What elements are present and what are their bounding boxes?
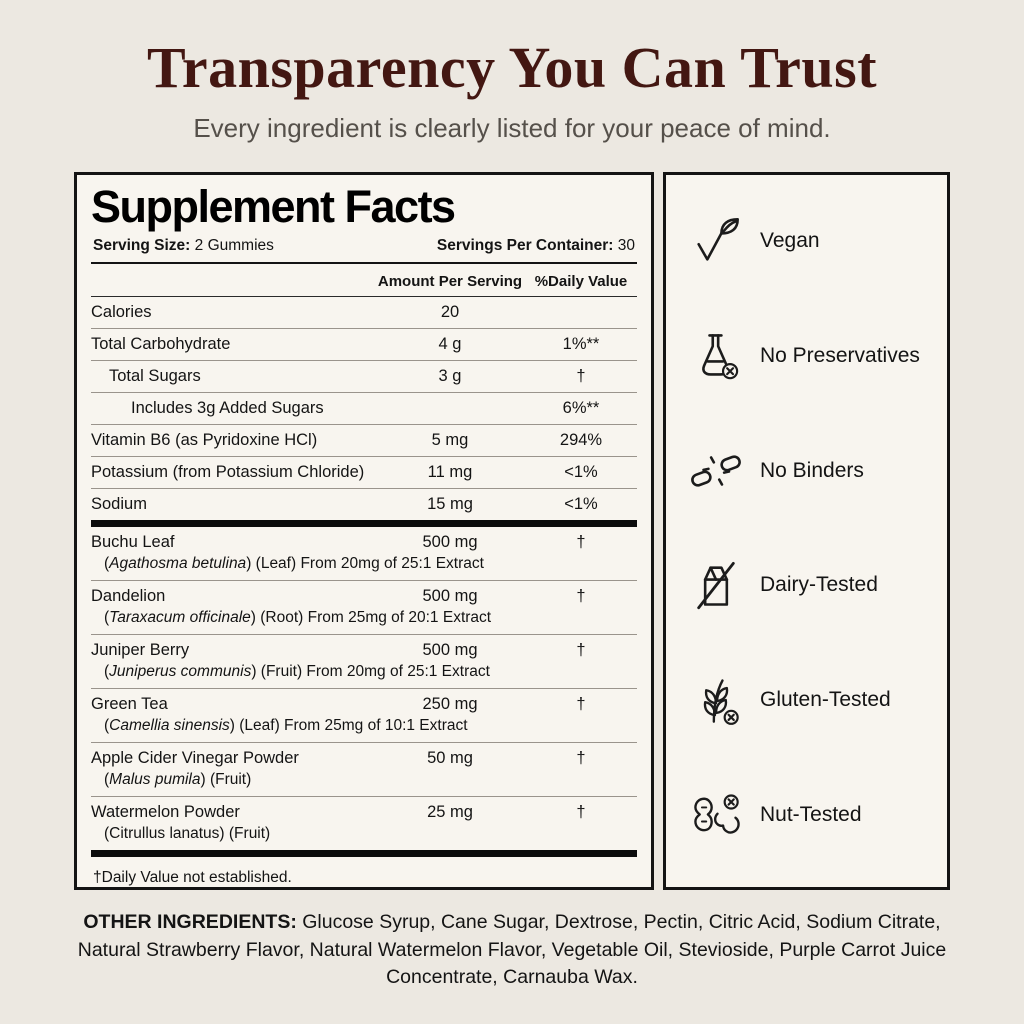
ingredient-amount: 25 mg (427, 803, 473, 822)
badge-label: Nut-Tested (760, 802, 862, 826)
nutrient-name: Vitamin B6 (as Pyridoxine HCl) (91, 431, 318, 450)
broken-chain-icon (690, 445, 742, 497)
supplement-facts-panel: Supplement Facts Serving Size: 2 Gummies… (74, 172, 654, 890)
serving-size: Serving Size: 2 Gummies (93, 237, 274, 255)
table-row: Watermelon Powder 25 mg † (Citrullus lan… (91, 797, 637, 850)
vegan-leaf-icon (690, 215, 742, 267)
ingredient-detail: (Camellia sinensis) (Leaf) From 25mg of … (104, 717, 468, 735)
table-row: Dandelion 500 mg † (Taraxacum officinale… (91, 581, 637, 636)
servings-value: 30 (617, 237, 635, 255)
nutrient-name: Includes 3g Added Sugars (131, 399, 324, 418)
ingredient-dv: † (576, 587, 586, 606)
ingredient-detail: (Malus pumila) (Fruit) (104, 771, 252, 789)
table-row: Juniper Berry 500 mg † (Juniperus commun… (91, 635, 637, 690)
page-title: Transparency You Can Trust (146, 35, 878, 100)
badge-no-preservatives: No Preservatives (690, 330, 933, 382)
ingredient-name: Watermelon Powder (91, 803, 240, 822)
servings-label: Servings Per Container: (436, 237, 614, 255)
footnotes: †Daily Value not established. **Percent … (91, 857, 637, 891)
ingredient-detail: (Agathosma betulina) (Leaf) From 20mg of… (104, 555, 484, 573)
nutrient-name: Total Carbohydrate (91, 335, 231, 354)
table-row: Potassium (from Potassium Chloride) 11 m… (91, 457, 637, 490)
ingredient-amount: 500 mg (422, 641, 478, 660)
serving-size-value: 2 Gummies (194, 237, 274, 255)
section-divider-bar (91, 520, 637, 528)
milk-carton-crossed-icon (690, 559, 742, 611)
table-row: Calories 20 (91, 297, 637, 330)
supplement-facts-title: Supplement Facts (91, 181, 456, 232)
table-row: Apple Cider Vinegar Powder 50 mg † (Malu… (91, 743, 637, 798)
badge-label: No Preservatives (760, 343, 920, 367)
table-row: Vitamin B6 (as Pyridoxine HCl) 5 mg 294% (91, 425, 637, 458)
table-row: Buchu Leaf 500 mg † (Agathosma betulina)… (91, 527, 637, 582)
nutrient-amount: 20 (440, 303, 460, 322)
nutrient-dv: <1% (564, 495, 598, 514)
column-header-daily-value: %Daily Value (534, 273, 628, 291)
ingredient-amount: 250 mg (422, 695, 478, 714)
badge-label: Vegan (760, 229, 820, 252)
table-row: Includes 3g Added Sugars 6%** (91, 393, 637, 426)
ingredient-name: Green Tea (91, 695, 168, 714)
ingredient-detail: (Taraxacum officinale) (Root) From 25mg … (104, 609, 492, 627)
ingredient-amount: 500 mg (422, 533, 478, 552)
badge-no-binders: No Binders (690, 445, 933, 497)
page-subtitle: Every ingredient is clearly listed for y… (193, 113, 831, 143)
nutrient-dv: † (576, 367, 586, 386)
ingredient-dv: † (576, 803, 586, 822)
nutrient-amount: 4 g (438, 335, 462, 354)
badge-vegan: Vegan (690, 215, 933, 267)
other-ingredients-text: Glucose Syrup, Cane Sugar, Dextrose, Pec… (77, 911, 947, 989)
nutrient-amount: 15 mg (427, 495, 473, 514)
nutrient-name: Calories (91, 303, 152, 322)
ingredient-detail: (Juniperus communis) (Fruit) From 20mg o… (104, 663, 490, 681)
badge-label: Dairy-Tested (760, 573, 878, 597)
other-ingredients-label: OTHER INGREDIENTS: (83, 911, 297, 933)
nutrient-name: Total Sugars (109, 367, 201, 386)
column-header-amount: Amount Per Serving (377, 273, 523, 291)
footnote-dagger: †Daily Value not established. (93, 869, 292, 887)
nutrient-name: Sodium (91, 495, 147, 514)
ingredient-amount: 50 mg (427, 749, 473, 768)
servings-per-container: Servings Per Container: 30 (437, 237, 635, 255)
badges-panel: Vegan No Preservatives (663, 172, 950, 890)
other-ingredients: OTHER INGREDIENTS: Glucose Syrup, Cane S… (62, 909, 962, 992)
ingredient-name: Apple Cider Vinegar Powder (91, 749, 299, 768)
badge-label: No Binders (760, 458, 864, 482)
table-row: Total Carbohydrate 4 g 1%** (91, 329, 637, 362)
table-row: Total Sugars 3 g † (91, 361, 637, 394)
ingredient-name: Buchu Leaf (91, 533, 175, 552)
badge-nut-tested: Nut-Tested (690, 789, 933, 841)
footnote-daily-values: **Percent Daily Values are based on a 2,… (93, 890, 635, 891)
ingredient-dv: † (576, 749, 586, 768)
ingredient-name: Juniper Berry (91, 641, 190, 660)
flask-no-preservatives-icon (690, 330, 742, 382)
nutrient-dv: 6%** (562, 399, 600, 418)
page-header: Transparency You Can Trust Every ingredi… (0, 0, 1024, 144)
nutrient-amount: 5 mg (431, 431, 469, 450)
table-row: Sodium 15 mg <1% (91, 489, 637, 520)
serving-size-label: Serving Size: (93, 237, 191, 255)
ingredient-dv: † (576, 641, 586, 660)
nutrient-amount: 3 g (438, 367, 462, 386)
wheat-crossed-icon (690, 674, 742, 726)
badge-gluten-tested: Gluten-Tested (690, 674, 933, 726)
ingredient-detail: (Citrullus lanatus) (Fruit) (104, 825, 271, 843)
ingredient-amount: 500 mg (422, 587, 478, 606)
peanut-crossed-icon (690, 789, 742, 841)
badge-dairy-tested: Dairy-Tested (690, 559, 933, 611)
nutrient-dv: 1%** (562, 335, 600, 354)
content-area: Supplement Facts Serving Size: 2 Gummies… (74, 172, 950, 890)
badge-label: Gluten-Tested (760, 688, 891, 712)
ingredient-dv: † (576, 695, 586, 714)
section-divider-bar (91, 850, 637, 858)
nutrient-name: Potassium (from Potassium Chloride) (91, 463, 365, 482)
ingredient-dv: † (576, 533, 586, 552)
table-column-headers: Amount Per Serving %Daily Value (91, 264, 637, 298)
nutrient-dv: <1% (564, 463, 598, 482)
ingredient-name: Dandelion (91, 587, 166, 606)
nutrient-amount: 11 mg (427, 463, 473, 482)
serving-info-row: Serving Size: 2 Gummies Servings Per Con… (91, 234, 637, 265)
nutrient-dv: 294% (559, 431, 603, 450)
table-row: Green Tea 250 mg † (Camellia sinensis) (… (91, 689, 637, 744)
